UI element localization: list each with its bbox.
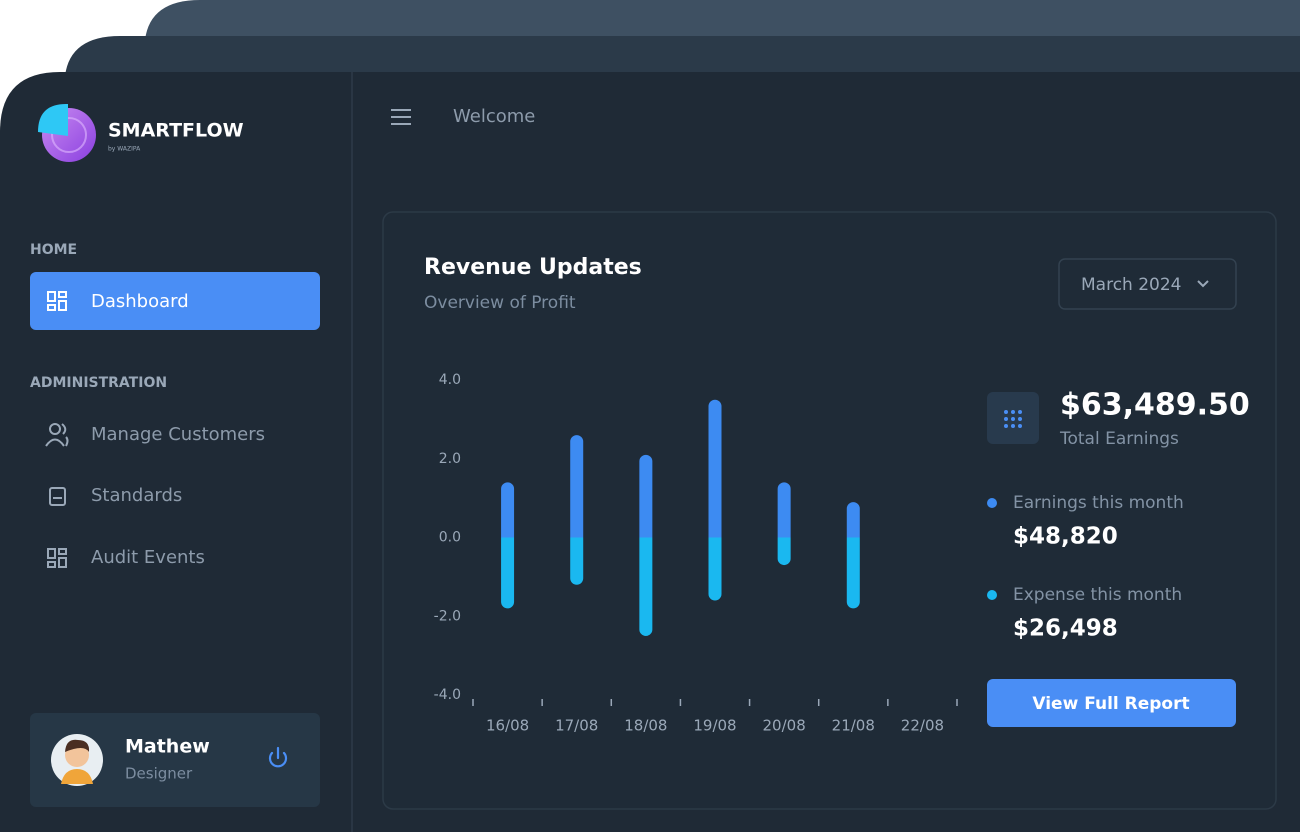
x-tick-label: 20/08 xyxy=(763,717,806,735)
user-card xyxy=(30,713,320,807)
dropdown-chevron xyxy=(1197,280,1209,288)
chart-title: Revenue Updates xyxy=(424,255,642,280)
nav-item[interactable]: Manage Customers xyxy=(91,424,265,445)
x-tick-label: 21/08 xyxy=(832,717,875,735)
logo-shape xyxy=(38,104,68,136)
bar xyxy=(708,537,722,601)
report-button[interactable] xyxy=(987,679,1236,727)
bar xyxy=(501,482,515,538)
legend-dot xyxy=(987,590,997,600)
menu-button[interactable] xyxy=(391,109,411,125)
y-tick-label: 4.0 xyxy=(439,372,461,388)
series-total: $26,498 xyxy=(1013,616,1118,642)
x-tick-label: 16/08 xyxy=(486,717,529,735)
y-tick-label: 0.0 xyxy=(439,530,461,546)
avatar-body xyxy=(61,769,93,784)
report-button-label: View Full Report xyxy=(1032,694,1189,714)
x-tick-label: 17/08 xyxy=(555,717,598,735)
audit-icon xyxy=(47,548,67,568)
x-tick-label: 19/08 xyxy=(693,717,736,735)
x-tick-label: 22/08 xyxy=(901,717,944,735)
brand-sub: by WAZIPA xyxy=(108,146,141,153)
y-tick-label: -4.0 xyxy=(434,687,461,703)
section-title: ADMINISTRATION xyxy=(30,375,167,391)
legend-label: Expense this month xyxy=(1013,585,1182,605)
customers-icon xyxy=(45,423,69,447)
total-label: Total Earnings xyxy=(1059,429,1179,449)
standards-icon xyxy=(49,487,66,506)
revenue-card xyxy=(382,211,1277,810)
header-title: Welcome xyxy=(453,106,535,127)
brand: SMARTFLOW xyxy=(108,120,244,142)
bar xyxy=(570,435,584,538)
bar xyxy=(570,537,584,585)
legend-dot xyxy=(987,498,997,508)
x-tick-label: 18/08 xyxy=(624,717,667,735)
bar xyxy=(777,537,791,566)
dashboard-icon xyxy=(47,291,67,311)
chart-subtitle: Overview of Profit xyxy=(424,293,576,313)
user-role: Designer xyxy=(125,765,193,783)
bar xyxy=(639,454,653,538)
total-icon xyxy=(1004,410,1022,428)
section-title: HOME xyxy=(30,242,77,258)
nav-item[interactable]: Standards xyxy=(91,485,182,506)
bar xyxy=(846,537,860,609)
y-tick-label: -2.0 xyxy=(434,608,461,624)
user-name: Mathew xyxy=(125,736,210,758)
period-dropdown[interactable] xyxy=(1058,258,1237,310)
period-label: March 2024 xyxy=(1081,275,1182,295)
nav-active[interactable] xyxy=(30,272,320,330)
nav-item[interactable]: Dashboard xyxy=(91,291,189,312)
legend-label: Earnings this month xyxy=(1013,493,1184,513)
bar xyxy=(708,399,722,538)
bar xyxy=(846,502,860,538)
bar xyxy=(777,482,791,538)
total-earnings: $63,489.50 xyxy=(1060,388,1250,423)
nav-item[interactable]: Audit Events xyxy=(91,547,205,568)
series-total: $48,820 xyxy=(1013,524,1118,550)
power-button[interactable] xyxy=(268,746,288,768)
logo-ring xyxy=(51,117,87,153)
bar xyxy=(639,537,653,636)
y-tick-label: 2.0 xyxy=(439,451,461,467)
bar xyxy=(501,537,515,609)
avatar-hair xyxy=(65,739,90,752)
